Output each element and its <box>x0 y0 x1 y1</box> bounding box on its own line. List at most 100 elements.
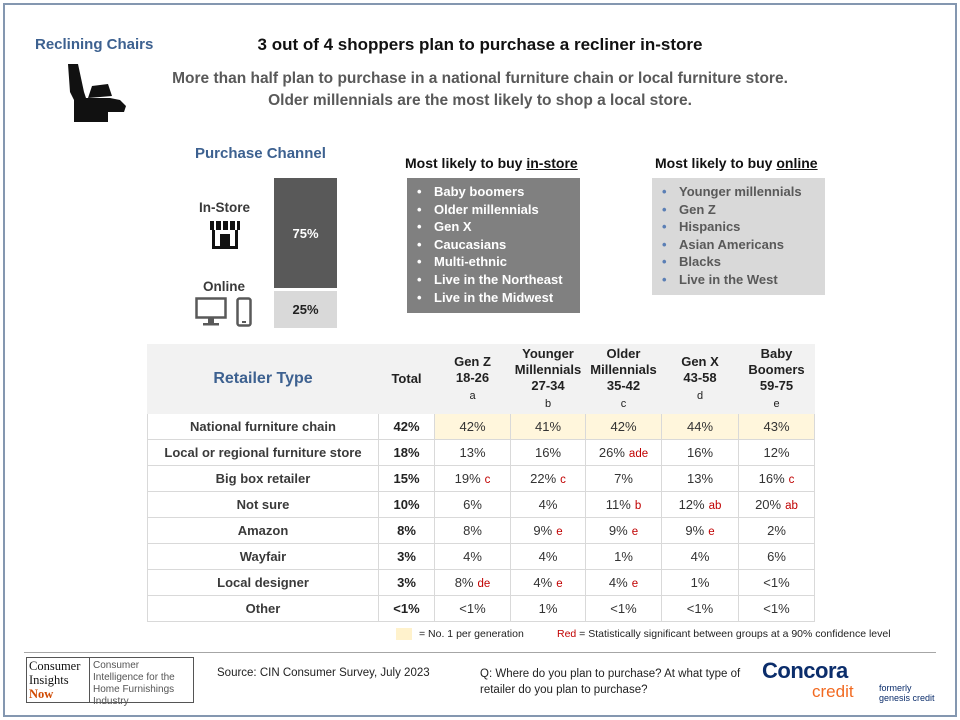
column-header-line: Older <box>606 346 641 361</box>
online-segment-item: Hispanics <box>662 218 817 236</box>
in-store-bar: 75% <box>274 178 337 288</box>
retailer-type-label: Other <box>147 595 379 622</box>
generation-value-cell: <1% <box>661 595 739 622</box>
generation-value-cell: 16% c <box>738 465 815 492</box>
generation-value-cell: 43% <box>738 413 815 440</box>
generation-value-cell: 9% e <box>661 517 739 544</box>
column-header-line: Millennials <box>590 362 657 377</box>
generation-value-cell: 26% ade <box>585 439 662 466</box>
concora-credit-logo: Concora credit <box>762 658 872 704</box>
generation-value-cell: 8% <box>434 517 511 544</box>
generation-value-cell: 42% <box>585 413 662 440</box>
online-segment-item: Live in the West <box>662 271 817 289</box>
online-segment-item: Younger millennials <box>662 183 817 201</box>
percent-value: 11% <box>605 497 631 512</box>
retailer-type-label: Not sure <box>147 491 379 518</box>
in-store-segment-item: Caucasians <box>417 236 572 254</box>
percent-value: 41% <box>534 419 562 434</box>
retailer-type-header: Retailer Type <box>147 344 379 414</box>
generation-value-cell: 4% <box>661 543 739 570</box>
retailer-type-label: Amazon <box>147 517 379 544</box>
survey-question: Q: Where do you plan to purchase? At wha… <box>480 668 741 696</box>
generation-value-cell: <1% <box>738 569 815 596</box>
percent-value: 22% <box>530 471 557 486</box>
concora-wordmark: Concora <box>762 658 848 683</box>
significance-letters: e <box>556 526 563 538</box>
total-value: <1% <box>378 595 435 622</box>
generation-value-cell: 1% <box>585 543 662 570</box>
total-column-header: Total <box>378 344 435 414</box>
generation-value-cell: 12% <box>738 439 815 466</box>
generation-value-cell: 4% e <box>585 569 662 596</box>
online-bar: 25% <box>274 291 337 328</box>
percent-value: 4% <box>533 575 553 590</box>
generation-column-header: Gen Z 18-26 a <box>434 344 511 414</box>
column-header-line: Younger <box>522 346 574 361</box>
in-store-segment-item: Live in the Midwest <box>417 289 572 307</box>
column-header-line: Gen X <box>681 354 719 369</box>
significance-letters: e <box>631 578 639 590</box>
percent-value: 19% <box>454 471 481 486</box>
column-header-line: 18-26 <box>455 370 490 385</box>
in-store-box-title: Most likely to buy in-store <box>405 155 578 171</box>
column-header-line: 59-75 <box>759 378 794 393</box>
generation-value-cell: 8% de <box>434 569 511 596</box>
percent-value: 4% <box>608 575 628 590</box>
total-value: 42% <box>378 413 435 440</box>
formerly-genesis-credit: formerly genesis credit <box>879 683 935 703</box>
table-row: Wayfair 3% 4% 4% 1% 4% 6% <box>147 543 815 570</box>
table-body: National furniture chain 42% 42% 41% 42% 44% 4… <box>147 413 815 622</box>
formerly-line: genesis credit <box>879 693 935 703</box>
generation-value-cell: 4% <box>434 543 511 570</box>
generation-value-cell: 44% <box>661 413 739 440</box>
smartphone-icon <box>236 297 252 327</box>
table-row: Not sure 10% 6% 4% 11% b 12% ab 20% ab <box>147 491 815 518</box>
table-row: Local designer 3% 8% de 4% e 4% e 1% <1% <box>147 569 815 596</box>
percent-value: 8% <box>463 523 482 538</box>
cin-logo-line: Consumer <box>29 659 81 673</box>
column-header-line: 35-42 <box>606 378 641 393</box>
generation-value-cell: 1% <box>661 569 739 596</box>
retailer-type-label: Local designer <box>147 569 379 596</box>
percent-value: 9% <box>685 523 705 538</box>
generation-value-cell: <1% <box>738 595 815 622</box>
generation-value-cell: 12% ab <box>661 491 739 518</box>
generation-value-cell: 1% <box>510 595 586 622</box>
generation-value-cell: <1% <box>434 595 511 622</box>
generation-value-cell: 22% c <box>510 465 586 492</box>
significance-letters: e <box>708 526 715 538</box>
percent-value: 6% <box>767 549 786 564</box>
column-letter: d <box>696 390 704 402</box>
percent-value: 1% <box>538 601 558 616</box>
column-letter: e <box>773 398 780 410</box>
percent-value: 26% <box>598 445 625 460</box>
in-store-segment-item: Live in the Northeast <box>417 271 572 289</box>
percent-value: 6% <box>463 497 482 512</box>
percent-value: 16% <box>534 445 562 460</box>
percent-value: 4% <box>538 497 558 512</box>
generation-value-cell: 13% <box>434 439 511 466</box>
formerly-line: formerly <box>879 683 912 693</box>
significance-letters: ade <box>628 448 649 460</box>
generation-value-cell: 6% <box>738 543 815 570</box>
column-header-line: Millennials <box>514 362 582 377</box>
in-store-segment-list: Baby boomersOlder millennialsGen XCaucas… <box>417 183 572 306</box>
section-title: Reclining Chairs <box>35 36 154 53</box>
table-row: Other <1% <1% 1% <1% <1% <1% <box>147 595 815 622</box>
storefront-icon <box>210 221 240 249</box>
percent-value: <1% <box>459 601 486 616</box>
percent-value: 1% <box>690 575 710 590</box>
percent-value: 44% <box>686 419 714 434</box>
percent-value: 8% <box>454 575 474 590</box>
percent-value: 13% <box>686 471 714 486</box>
significance-letters: e <box>631 526 639 538</box>
consumer-insights-now-logo: Consumer Insights Now Consumer Intellige… <box>26 657 194 707</box>
generation-value-cell: 2% <box>738 517 815 544</box>
significance-letters: e <box>556 578 563 590</box>
percent-value: 42% <box>459 419 486 434</box>
generation-value-cell: 4% <box>510 491 586 518</box>
generation-value-cell: 13% <box>661 465 739 492</box>
generation-value-cell: 20% ab <box>738 491 815 518</box>
recliner-chair-icon <box>68 64 126 122</box>
generation-column-header: Gen X 43-58 d <box>661 344 739 414</box>
